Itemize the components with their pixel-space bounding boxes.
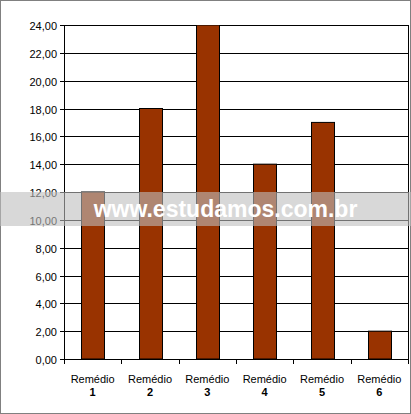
y-tick	[60, 359, 64, 360]
y-tick-label: 22,00	[29, 48, 57, 60]
y-tick	[60, 303, 64, 304]
x-tick-label: Remédio1	[71, 373, 115, 398]
y-tick-label: 4,00	[36, 298, 57, 310]
grid-line	[64, 25, 408, 26]
bar	[369, 331, 392, 359]
chart: 0,002,004,006,008,0010,0012,0014,0016,00…	[0, 0, 411, 414]
y-tick-label: 6,00	[36, 271, 57, 283]
watermark-band	[0, 192, 411, 226]
y-tick-label: 20,00	[29, 76, 57, 88]
y-tick	[60, 109, 64, 110]
x-tick	[64, 359, 65, 364]
x-tick-label: Remédio3	[185, 373, 229, 398]
grid-line	[64, 136, 408, 137]
y-tick	[60, 25, 64, 26]
y-tick	[60, 276, 64, 277]
background	[1, 1, 411, 414]
y-tick	[60, 331, 64, 332]
y-tick-label: 0,00	[36, 354, 57, 366]
bar	[140, 109, 163, 360]
x-tick	[351, 359, 352, 364]
grid-line	[64, 164, 408, 165]
bar	[312, 122, 335, 359]
x-tick-label: Remédio6	[357, 373, 401, 398]
x-tick	[121, 359, 122, 364]
x-tick	[179, 359, 180, 364]
y-tick	[60, 248, 64, 249]
y-tick	[60, 53, 64, 54]
grid-line	[64, 276, 408, 277]
y-tick-label: 8,00	[36, 243, 57, 255]
y-tick	[60, 136, 64, 137]
grid-line	[64, 331, 408, 332]
y-tick-label: 14,00	[29, 159, 57, 171]
grid-line	[64, 248, 408, 249]
grid-line	[64, 303, 408, 304]
x-tick-label: Remédio5	[300, 373, 344, 398]
x-tick	[293, 359, 294, 364]
y-tick-label: 16,00	[29, 131, 57, 143]
y-tick	[60, 164, 64, 165]
x-tick	[236, 359, 237, 364]
grid-line	[64, 109, 408, 110]
y-tick-label: 18,00	[29, 104, 57, 116]
watermark: www.estudamos.com.br	[93, 196, 358, 222]
y-tick-label: 2,00	[36, 326, 57, 338]
x-tick-label: Remédio4	[243, 373, 287, 398]
grid-line	[64, 81, 408, 82]
grid-line	[64, 53, 408, 54]
x-tick-label: Remédio2	[128, 373, 172, 398]
y-tick	[60, 81, 64, 82]
x-tick	[408, 359, 409, 364]
y-tick-label: 24,00	[29, 20, 57, 32]
